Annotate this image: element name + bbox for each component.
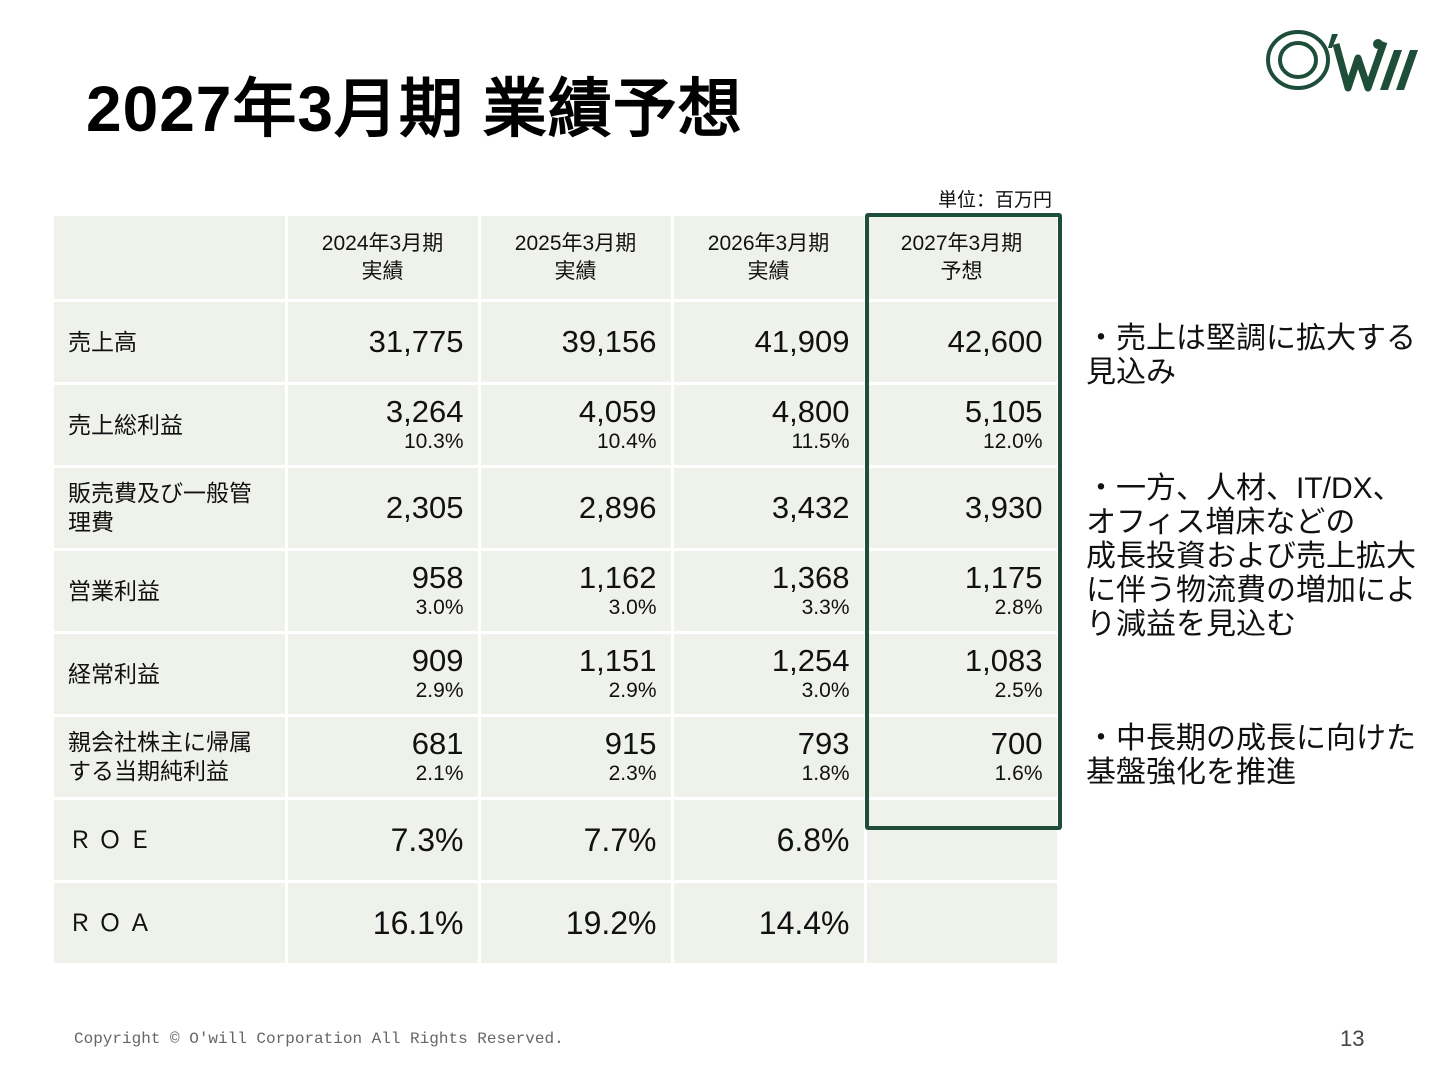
table-header-row: 2024年3月期 実績 2025年3月期 実績 2026年3月期 実績 2027年3月… bbox=[54, 216, 1060, 302]
value-cell: 1,254 3.0% bbox=[672, 632, 867, 717]
table-row: 営業利益 958 3.0% 1,162 3.0% 1,368 3.3% 1,175 2.… bbox=[54, 549, 1060, 634]
value-cell: 1,083 2.5% bbox=[865, 632, 1060, 717]
table-row: 売上高 31,775 39,156 41,909 42,600 bbox=[54, 300, 1060, 385]
row-label: 営業利益 bbox=[54, 549, 288, 634]
value-cell: 793 1.8% bbox=[672, 715, 867, 800]
value-cell: 1,162 3.0% bbox=[479, 549, 674, 634]
unit-label: 単位：百万円 bbox=[937, 190, 1052, 211]
value-cell: 7.7% bbox=[479, 798, 674, 883]
row-label: 売上高 bbox=[54, 300, 288, 385]
table-row: 親会社株主に帰属する当期純利益 681 2.1% 915 2.3% 793 1.8% … bbox=[54, 715, 1060, 800]
row-label: 販売費及び一般管理費 bbox=[54, 466, 288, 551]
header-fy2026: 2026年3月期 実績 bbox=[672, 216, 867, 302]
copyright-text: Copyright © O'will Corporation All Right… bbox=[74, 1030, 564, 1048]
page-title: 2027年3月期 業績予想 bbox=[86, 73, 743, 145]
value-cell: 3,930 bbox=[865, 466, 1060, 551]
value-cell: 5,105 12.0% bbox=[865, 383, 1060, 468]
value-cell: 41,909 bbox=[672, 300, 867, 385]
header-fy2025: 2025年3月期 実績 bbox=[479, 216, 674, 302]
financial-table: 2024年3月期 実績 2025年3月期 実績 2026年3月期 実績 2027年3月… bbox=[54, 216, 1060, 966]
row-label: 売上総利益 bbox=[54, 383, 288, 468]
value-cell: 19.2% bbox=[479, 881, 674, 966]
table-row: ＲＯＡ 16.1% 19.2% 14.4% bbox=[54, 881, 1060, 966]
value-cell: 2,305 bbox=[286, 466, 481, 551]
page-number: 13 bbox=[1340, 1026, 1365, 1051]
value-cell: 915 2.3% bbox=[479, 715, 674, 800]
value-cell: 3,264 10.3% bbox=[286, 383, 481, 468]
table-row: 販売費及び一般管理費 2,305 2,896 3,432 3,930 bbox=[54, 466, 1060, 551]
value-cell: 681 2.1% bbox=[286, 715, 481, 800]
value-cell: 7.3% bbox=[286, 798, 481, 883]
value-cell bbox=[865, 881, 1060, 966]
value-cell: 4,800 11.5% bbox=[672, 383, 867, 468]
header-fy2027: 2027年3月期 予想 bbox=[865, 216, 1060, 302]
value-cell: 31,775 bbox=[286, 300, 481, 385]
header-fy2024: 2024年3月期 実績 bbox=[286, 216, 481, 302]
value-cell: 4,059 10.4% bbox=[479, 383, 674, 468]
table-row: 売上総利益 3,264 10.3% 4,059 10.4% 4,800 11.5% 5… bbox=[54, 383, 1060, 468]
row-label: 経常利益 bbox=[54, 632, 288, 717]
note-item: ・一方、人材、IT/DX、 オフィス増床などの 成長投資および売上拡大 に伴う物… bbox=[1086, 472, 1416, 641]
value-cell: 700 1.6% bbox=[865, 715, 1060, 800]
value-cell: 1,175 2.8% bbox=[865, 549, 1060, 634]
value-cell: 1,368 3.3% bbox=[672, 549, 867, 634]
table-row: 経常利益 909 2.9% 1,151 2.9% 1,254 3.0% 1,083 2.… bbox=[54, 632, 1060, 717]
note-item: ・売上は堅調に拡大する 見込み bbox=[1086, 322, 1416, 389]
header-blank-cell bbox=[54, 216, 288, 302]
value-cell: 16.1% bbox=[286, 881, 481, 966]
table-row: ＲＯＥ 7.3% 7.7% 6.8% bbox=[54, 798, 1060, 883]
value-cell: 909 2.9% bbox=[286, 632, 481, 717]
value-cell: 42,600 bbox=[865, 300, 1060, 385]
row-label: ＲＯＥ bbox=[54, 798, 288, 883]
value-cell: 958 3.0% bbox=[286, 549, 481, 634]
row-label: 親会社株主に帰属する当期純利益 bbox=[54, 715, 288, 800]
value-cell: 2,896 bbox=[479, 466, 674, 551]
value-cell: 1,151 2.9% bbox=[479, 632, 674, 717]
value-cell: 6.8% bbox=[672, 798, 867, 883]
value-cell bbox=[865, 798, 1060, 883]
value-cell: 3,432 bbox=[672, 466, 867, 551]
value-cell: 14.4% bbox=[672, 881, 867, 966]
value-cell: 39,156 bbox=[479, 300, 674, 385]
row-label: ＲＯＡ bbox=[54, 881, 288, 966]
note-item: ・中長期の成長に向けた 基盤強化を推進 bbox=[1086, 722, 1416, 789]
owill-logo-icon bbox=[1266, 30, 1418, 92]
